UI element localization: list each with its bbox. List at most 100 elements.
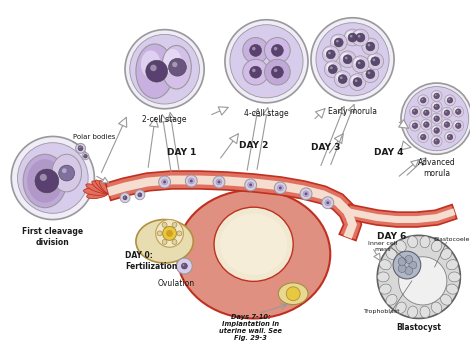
Ellipse shape bbox=[410, 120, 420, 131]
Circle shape bbox=[159, 176, 171, 188]
Circle shape bbox=[434, 116, 439, 121]
Circle shape bbox=[84, 155, 87, 158]
Ellipse shape bbox=[136, 220, 193, 263]
Circle shape bbox=[252, 69, 255, 72]
Text: Ovulation: Ovulation bbox=[158, 279, 195, 288]
Ellipse shape bbox=[443, 121, 448, 126]
Circle shape bbox=[366, 70, 375, 79]
Circle shape bbox=[59, 165, 74, 181]
Circle shape bbox=[456, 109, 461, 114]
Text: Polar bodies: Polar bodies bbox=[73, 135, 115, 140]
Circle shape bbox=[218, 180, 220, 183]
Circle shape bbox=[230, 25, 303, 98]
Circle shape bbox=[425, 111, 426, 113]
Circle shape bbox=[135, 190, 145, 200]
Circle shape bbox=[353, 78, 362, 87]
Ellipse shape bbox=[431, 136, 442, 147]
Circle shape bbox=[405, 256, 413, 263]
Circle shape bbox=[272, 44, 283, 56]
Ellipse shape bbox=[92, 181, 109, 193]
Circle shape bbox=[413, 124, 415, 126]
Circle shape bbox=[84, 155, 85, 156]
Circle shape bbox=[368, 44, 370, 46]
Ellipse shape bbox=[433, 137, 438, 142]
Ellipse shape bbox=[440, 294, 452, 305]
Text: DAY 1: DAY 1 bbox=[167, 148, 196, 157]
Circle shape bbox=[35, 169, 59, 193]
Circle shape bbox=[277, 185, 283, 191]
Ellipse shape bbox=[380, 284, 391, 294]
Text: Days 7-10:
Implantation in
uterine wall. See
Fig. 29-3: Days 7-10: Implantation in uterine wall.… bbox=[219, 314, 282, 341]
Ellipse shape bbox=[447, 260, 458, 270]
Circle shape bbox=[456, 123, 461, 129]
Circle shape bbox=[412, 109, 418, 114]
Ellipse shape bbox=[431, 240, 442, 252]
Circle shape bbox=[424, 122, 429, 127]
Ellipse shape bbox=[164, 49, 182, 74]
Ellipse shape bbox=[418, 132, 428, 142]
Text: DAY 4: DAY 4 bbox=[374, 148, 404, 157]
Circle shape bbox=[371, 57, 380, 66]
Circle shape bbox=[435, 140, 437, 141]
Ellipse shape bbox=[433, 127, 438, 131]
Ellipse shape bbox=[431, 113, 442, 124]
Circle shape bbox=[445, 111, 447, 113]
Ellipse shape bbox=[362, 38, 379, 55]
Ellipse shape bbox=[23, 154, 67, 208]
Circle shape bbox=[125, 30, 204, 109]
Circle shape bbox=[303, 191, 309, 197]
Ellipse shape bbox=[352, 29, 369, 46]
Ellipse shape bbox=[354, 31, 363, 40]
Circle shape bbox=[343, 55, 352, 64]
Ellipse shape bbox=[421, 107, 432, 118]
Ellipse shape bbox=[431, 302, 442, 313]
Ellipse shape bbox=[422, 121, 428, 126]
Circle shape bbox=[445, 123, 447, 125]
Ellipse shape bbox=[86, 184, 108, 194]
Circle shape bbox=[311, 18, 394, 101]
Circle shape bbox=[245, 179, 256, 191]
Ellipse shape bbox=[420, 236, 430, 248]
Circle shape bbox=[405, 87, 469, 151]
Circle shape bbox=[124, 197, 125, 198]
Ellipse shape bbox=[431, 101, 442, 112]
Ellipse shape bbox=[445, 132, 456, 142]
Circle shape bbox=[368, 72, 370, 74]
Ellipse shape bbox=[443, 109, 448, 114]
Circle shape bbox=[249, 183, 252, 187]
Ellipse shape bbox=[52, 154, 82, 192]
Circle shape bbox=[393, 251, 421, 279]
Circle shape bbox=[162, 222, 167, 227]
Circle shape bbox=[157, 231, 162, 236]
Circle shape bbox=[434, 104, 439, 110]
Ellipse shape bbox=[364, 68, 373, 77]
Circle shape bbox=[373, 59, 375, 61]
Ellipse shape bbox=[445, 95, 456, 106]
Circle shape bbox=[334, 38, 343, 47]
Circle shape bbox=[444, 122, 450, 127]
Ellipse shape bbox=[447, 284, 458, 294]
Ellipse shape bbox=[421, 119, 432, 130]
Circle shape bbox=[356, 60, 365, 69]
Circle shape bbox=[412, 123, 418, 129]
Circle shape bbox=[216, 179, 222, 185]
Circle shape bbox=[250, 66, 262, 78]
Text: Blastocyst: Blastocyst bbox=[396, 323, 441, 333]
Text: Advanced
morula: Advanced morula bbox=[418, 158, 456, 178]
Text: Trophoblast: Trophoblast bbox=[364, 309, 401, 314]
Ellipse shape bbox=[264, 59, 290, 85]
Ellipse shape bbox=[411, 108, 416, 112]
Circle shape bbox=[172, 62, 177, 67]
Ellipse shape bbox=[354, 58, 363, 67]
Ellipse shape bbox=[433, 115, 438, 120]
Circle shape bbox=[401, 83, 472, 154]
Ellipse shape bbox=[243, 37, 268, 63]
Circle shape bbox=[177, 231, 182, 236]
Ellipse shape bbox=[380, 260, 391, 270]
Ellipse shape bbox=[454, 108, 459, 112]
Ellipse shape bbox=[264, 37, 290, 63]
Circle shape bbox=[326, 201, 329, 204]
Circle shape bbox=[163, 180, 166, 183]
Circle shape bbox=[350, 35, 353, 37]
Ellipse shape bbox=[27, 159, 63, 203]
